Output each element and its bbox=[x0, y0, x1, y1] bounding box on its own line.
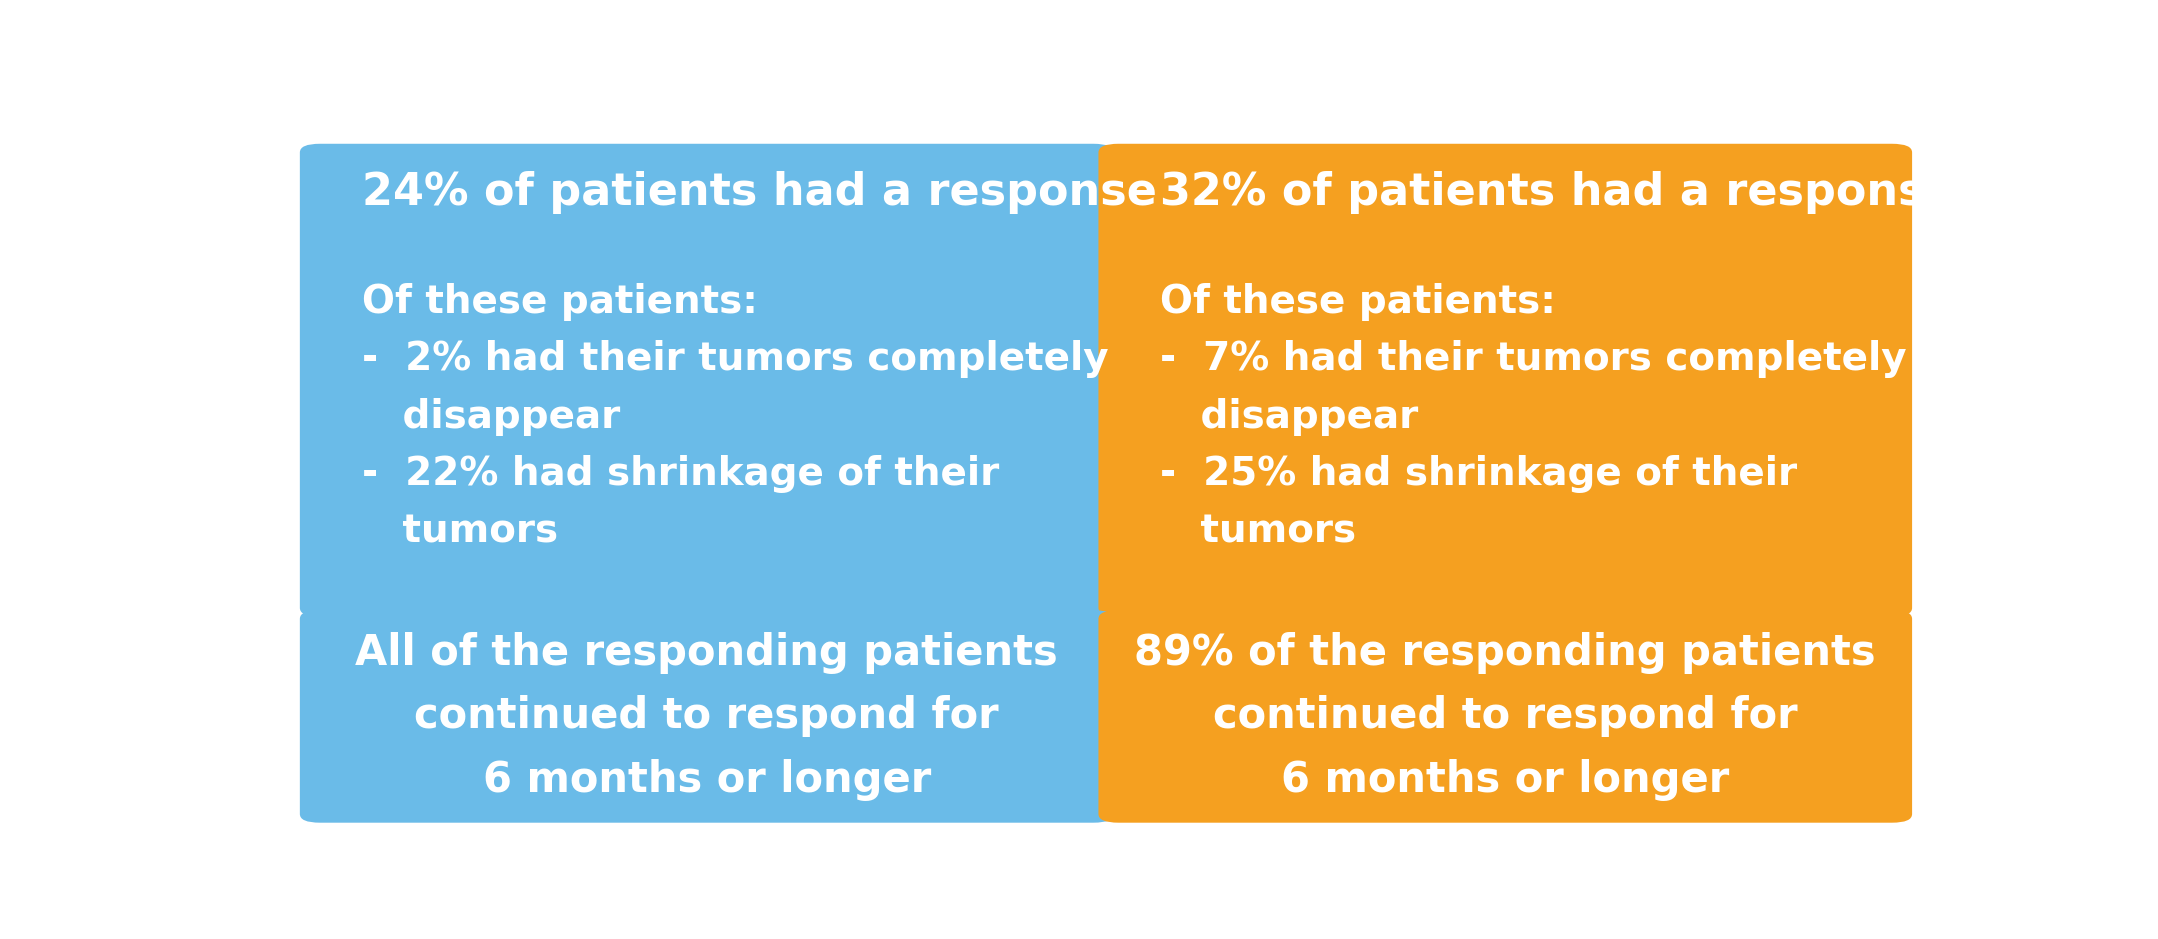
FancyBboxPatch shape bbox=[1098, 144, 1912, 617]
FancyBboxPatch shape bbox=[300, 610, 1114, 823]
Text: Of these patients:
-  7% had their tumors completely
   disappear
-  25% had shr: Of these patients: - 7% had their tumors… bbox=[1161, 283, 1908, 550]
Text: 32% of patients had a response: 32% of patients had a response bbox=[1161, 171, 1955, 213]
Text: 89% of the responding patients
continued to respond for
6 months or longer: 89% of the responding patients continued… bbox=[1135, 632, 1875, 801]
FancyBboxPatch shape bbox=[1098, 610, 1912, 823]
Text: All of the responding patients
continued to respond for
6 months or longer: All of the responding patients continued… bbox=[356, 632, 1057, 801]
FancyBboxPatch shape bbox=[300, 144, 1114, 617]
Text: Of these patients:
-  2% had their tumors completely
   disappear
-  22% had shr: Of these patients: - 2% had their tumors… bbox=[363, 283, 1109, 550]
Text: 24% of patients had a response: 24% of patients had a response bbox=[363, 171, 1157, 213]
